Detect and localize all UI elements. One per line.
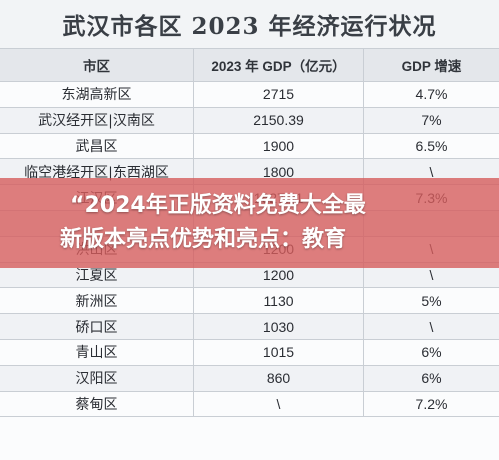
promo-banner[interactable]: “2024年正版资料免费大全最 新版本亮点优势和亮点：教育	[0, 178, 499, 268]
cell-district: 蔡甸区	[0, 391, 194, 417]
cell-growth: 7%	[421, 112, 442, 129]
table-row: 蔡甸区 \ 7.2%	[0, 391, 499, 418]
header-district: 市区	[0, 49, 194, 81]
cell-growth: 6.5%	[415, 137, 448, 154]
cell-gdp: 1900	[194, 133, 364, 159]
cell-growth: 5%	[421, 292, 442, 309]
table-row: 武昌区 1900 6.5%	[0, 133, 499, 160]
cell-growth: 4.7%	[415, 86, 448, 103]
header-gdp: 2023 年 GDP（亿元）	[194, 49, 364, 81]
cell-growth: 6%	[421, 344, 442, 361]
cell-growth: \	[429, 163, 434, 180]
promo-line-1: “2024年正版资料免费大全最	[70, 193, 366, 218]
cell-district: 武汉经开区|汉南区	[0, 107, 194, 133]
cell-district: 汉阳区	[0, 365, 194, 391]
promo-line-2: 新版本亮点优势和亮点：教育	[60, 227, 347, 252]
cell-gdp: 1800	[194, 159, 364, 185]
cell-gdp: 2150.39	[194, 107, 364, 133]
table-row: 武汉经开区|汉南区 2150.39 7%	[0, 107, 499, 134]
cell-district: 青山区	[0, 339, 194, 365]
table-row: 硚口区 1030 \	[0, 314, 499, 340]
table-row: 青山区 1015 6%	[0, 339, 499, 366]
cell-district: 硚口区	[0, 314, 194, 339]
cell-gdp: \	[194, 391, 364, 417]
cell-district: 江夏区	[0, 262, 194, 288]
cell-district: 新洲区	[0, 288, 194, 314]
cell-district: 武昌区	[0, 133, 194, 159]
cell-district: 临空港经开区|东西湖区	[0, 159, 194, 185]
cell-district: 东湖高新区	[0, 82, 194, 107]
cell-growth: 6%	[421, 370, 442, 387]
cell-gdp: 2715	[194, 82, 364, 107]
page-title: 武汉市各区 2023 年经济运行状况	[62, 13, 437, 40]
table-row: 汉阳区 860 6%	[0, 365, 499, 392]
cell-gdp: 860	[194, 365, 364, 391]
table-header-row: 市区 2023 年 GDP（亿元） GDP 增速	[0, 49, 499, 82]
cell-gdp: 1015	[194, 339, 364, 365]
cell-gdp: 1200	[194, 262, 364, 288]
cell-growth: \	[429, 266, 434, 283]
header-growth: GDP 增速	[401, 59, 462, 74]
table-row: 东湖高新区 2715 4.7%	[0, 82, 499, 108]
table-row: 新洲区 1130 5%	[0, 288, 499, 315]
cell-gdp: 1030	[194, 314, 364, 339]
cell-growth: 7.2%	[415, 395, 448, 412]
title-bar: 武汉市各区 2023 年经济运行状况	[0, 0, 499, 48]
cell-gdp: 1130	[194, 288, 364, 314]
cell-growth: \	[429, 318, 434, 335]
